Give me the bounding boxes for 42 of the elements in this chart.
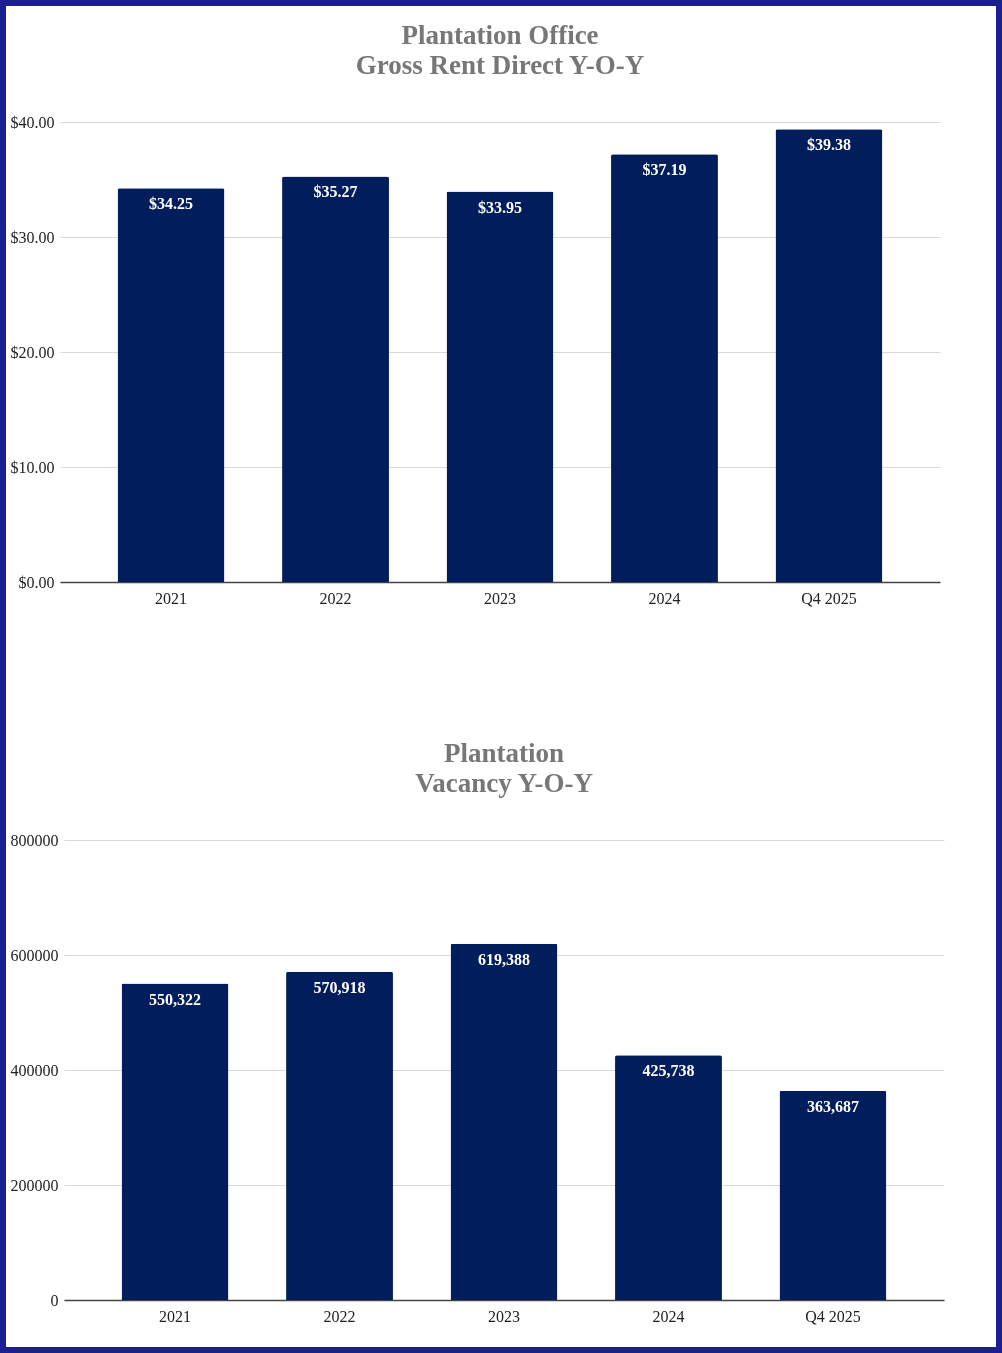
bar bbox=[450, 943, 558, 1300]
y-tick-label: $0.00 bbox=[18, 573, 55, 591]
y-tick-label: $30.00 bbox=[10, 228, 55, 246]
y-tick-label: $40.00 bbox=[10, 113, 55, 131]
data-label: 425,738 bbox=[642, 1062, 695, 1080]
bar bbox=[611, 154, 718, 582]
y-tick-label: 200000 bbox=[10, 1176, 59, 1194]
y-tick-label: 400000 bbox=[10, 1061, 59, 1079]
x-tick-label: Q4 2025 bbox=[801, 589, 857, 607]
data-label: $34.25 bbox=[149, 195, 194, 213]
data-label: $39.38 bbox=[806, 136, 851, 154]
chart-title: Plantation Vacancy Y-O-Y bbox=[415, 738, 593, 798]
data-label: 363,687 bbox=[806, 1097, 859, 1115]
x-tick-label: 2021 bbox=[155, 589, 188, 607]
chart-title: Plantation Office Gross Rent Direct Y-O-Y bbox=[355, 20, 645, 80]
x-tick-label: 2023 bbox=[488, 1307, 520, 1325]
bar bbox=[121, 983, 229, 1300]
y-tick-label: 800000 bbox=[10, 831, 59, 849]
data-label: 550,322 bbox=[149, 990, 202, 1008]
x-tick-label: 2021 bbox=[159, 1307, 192, 1325]
data-label: $33.95 bbox=[478, 198, 522, 216]
data-label: 570,918 bbox=[313, 978, 366, 996]
x-tick-label: Q4 2025 bbox=[805, 1307, 861, 1325]
x-tick-label: 2023 bbox=[484, 589, 516, 607]
x-tick-label: 2024 bbox=[652, 1307, 685, 1325]
bar bbox=[117, 188, 225, 582]
bar bbox=[446, 191, 554, 582]
bar bbox=[779, 1090, 887, 1300]
y-tick-label: $20.00 bbox=[10, 343, 55, 361]
data-label: 619,388 bbox=[478, 950, 530, 968]
x-tick-label: 2022 bbox=[319, 589, 352, 607]
x-tick-label: 2022 bbox=[323, 1307, 356, 1325]
x-tick-label: 2024 bbox=[648, 589, 681, 607]
y-tick-label: 0 bbox=[50, 1291, 59, 1309]
bar bbox=[615, 1055, 722, 1300]
bar bbox=[286, 971, 393, 1300]
bar bbox=[775, 129, 883, 582]
data-label: $35.27 bbox=[313, 183, 358, 201]
data-label: $37.19 bbox=[642, 161, 687, 179]
bar bbox=[282, 176, 389, 582]
y-tick-label: 600000 bbox=[10, 946, 59, 964]
y-tick-label: $10.00 bbox=[10, 458, 55, 476]
